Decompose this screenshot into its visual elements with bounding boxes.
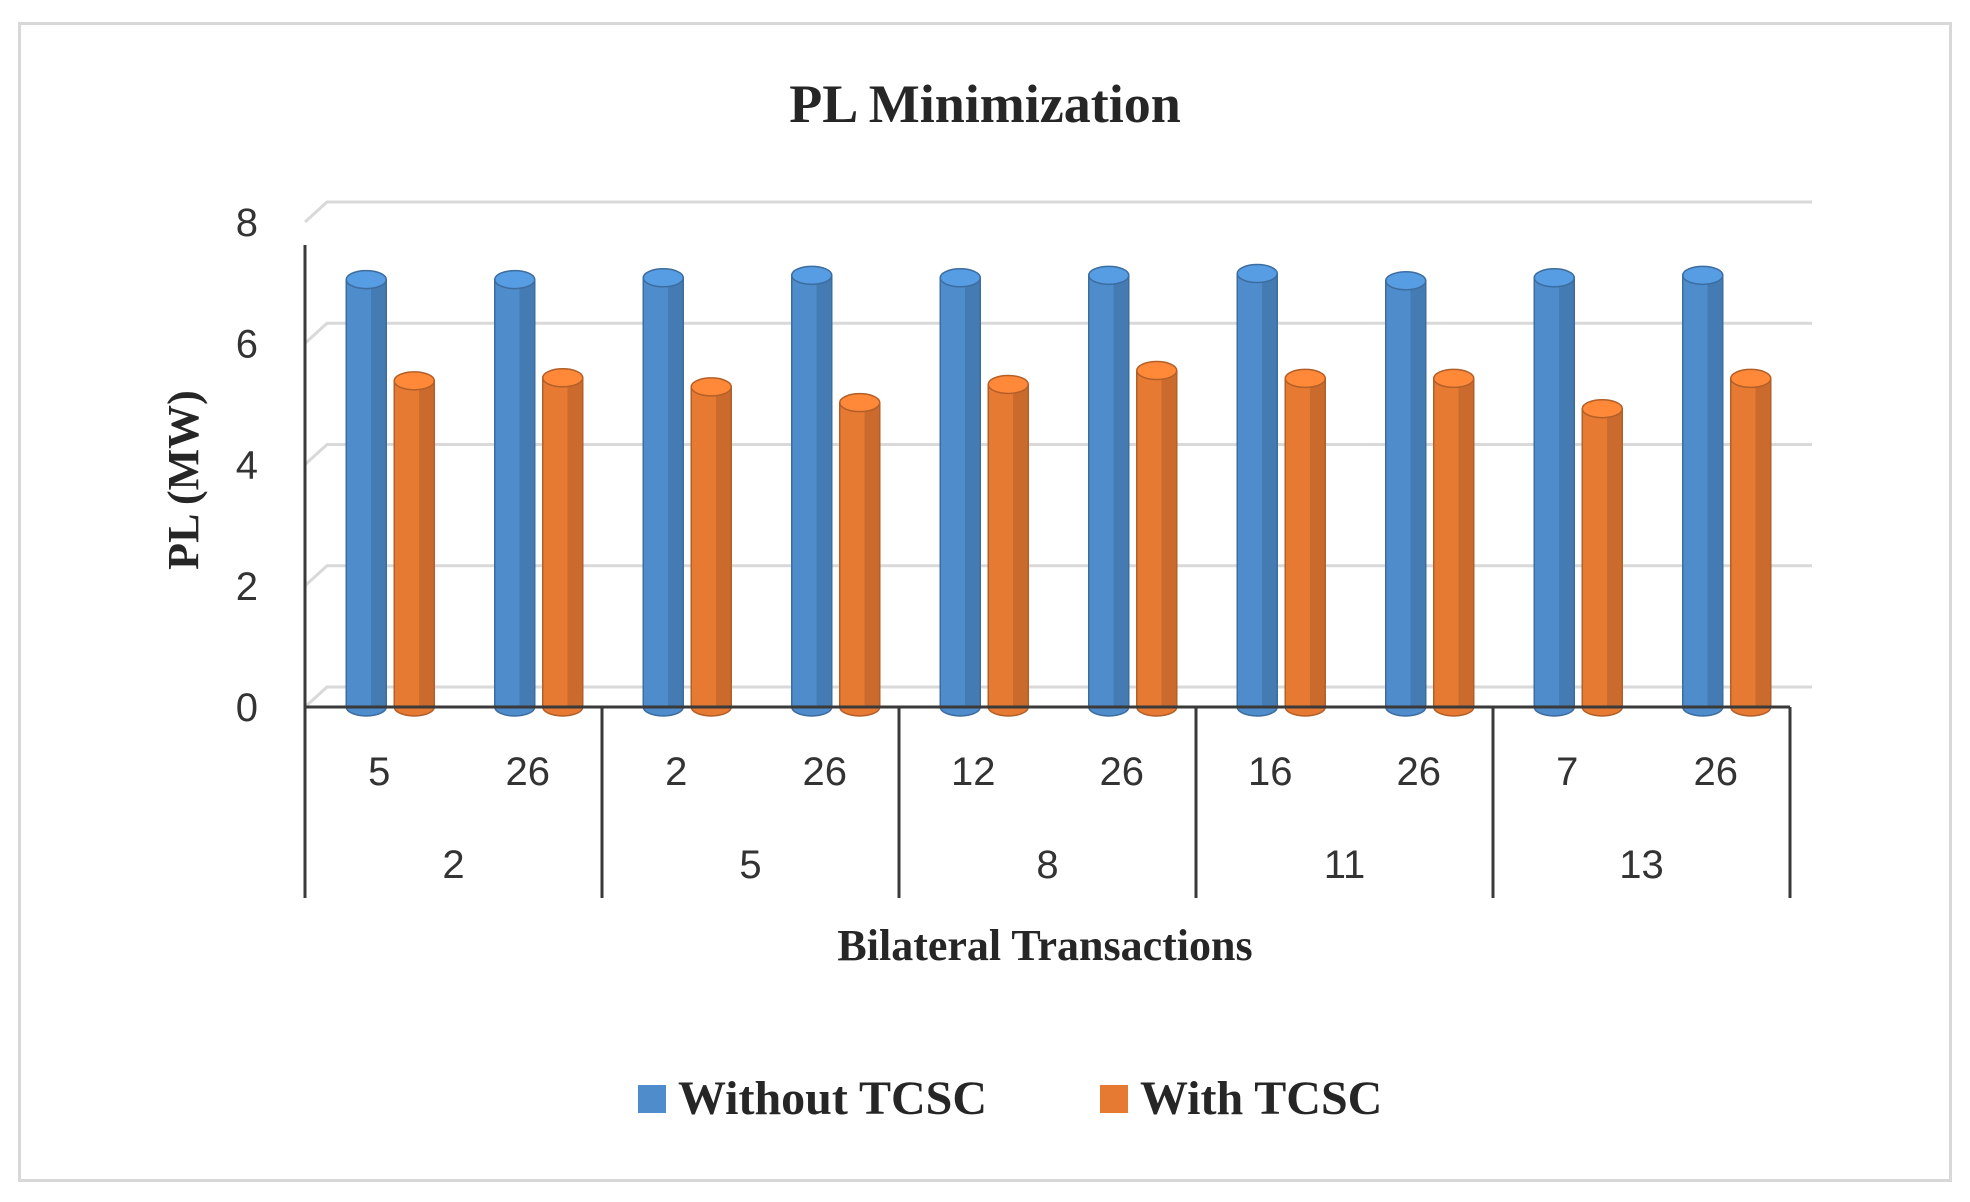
bar-shade: [816, 275, 832, 707]
x-category-label: 5: [368, 750, 390, 794]
legend-label: Without TCSC: [678, 1072, 987, 1125]
bar-shade: [1559, 277, 1575, 707]
x-group-label: 8: [1036, 843, 1058, 887]
legend-swatch: [638, 1085, 666, 1113]
bar: [345, 269, 387, 717]
chart-frame: [18, 22, 1952, 1182]
bar: [1433, 368, 1475, 717]
bar-shade: [1458, 378, 1474, 707]
x-axis-label: Bilateral Transactions: [837, 921, 1252, 970]
y-axis-label: PL (MW): [159, 390, 208, 570]
bar-shade: [419, 380, 435, 707]
bar: [1136, 360, 1178, 717]
bar-shade: [519, 279, 535, 707]
x-category-label: 16: [1248, 750, 1293, 794]
x-category-label: 26: [1100, 750, 1145, 794]
bar-top: [1533, 268, 1575, 288]
bar-top: [542, 368, 584, 388]
bar-top: [494, 269, 536, 290]
chart-title: PL Minimization: [789, 74, 1181, 134]
bar: [642, 268, 684, 717]
bar-top: [1385, 271, 1427, 291]
bar-top: [1284, 368, 1326, 389]
bar: [494, 269, 536, 717]
gridline: [303, 321, 1812, 345]
bar-shade: [1310, 378, 1326, 707]
bar-top: [939, 268, 981, 288]
bar-shade: [1161, 370, 1177, 707]
x-category-label: 2: [665, 750, 687, 794]
bar: [939, 268, 981, 717]
bar-shade: [1410, 280, 1426, 707]
bar: [987, 374, 1029, 717]
x-category-label: 26: [1694, 750, 1739, 794]
y-tick-label: 2: [236, 565, 258, 609]
x-category-label: 26: [803, 750, 848, 794]
bar: [839, 392, 881, 717]
bar-top: [345, 269, 387, 290]
bar-top: [690, 377, 732, 397]
bar-top: [642, 268, 684, 288]
x-group-label: 11: [1324, 843, 1366, 887]
y-tick-label: 0: [236, 686, 258, 730]
bar: [1533, 268, 1575, 717]
bar: [1385, 271, 1427, 717]
x-category-label: 26: [506, 750, 551, 794]
bar-shade: [965, 277, 981, 707]
bar-top: [791, 265, 833, 286]
legend-swatch: [1100, 1085, 1128, 1113]
bar-top: [839, 392, 881, 413]
bar-top: [1730, 368, 1772, 389]
bar: [791, 265, 833, 717]
x-category-label: 26: [1397, 750, 1442, 794]
bar-shade: [864, 402, 880, 707]
legend-label: With TCSC: [1140, 1072, 1382, 1125]
bar-top: [1581, 398, 1623, 419]
bar-top: [393, 371, 435, 391]
bar: [393, 371, 435, 717]
x-category-label: 7: [1556, 750, 1578, 794]
bar: [1682, 265, 1724, 717]
bar: [1088, 265, 1130, 717]
x-group-label: 13: [1619, 843, 1664, 887]
bar-top: [987, 374, 1029, 395]
bar-shade: [1113, 275, 1129, 707]
bar-shade: [1262, 273, 1278, 707]
axes: 0 2 4 6 8 5 26 2 26 12 26 16 26 7 26 2 5 8 11 13: [236, 201, 1792, 898]
legend: Without TCSC With TCSC: [638, 1072, 1382, 1125]
bar-shade: [716, 386, 732, 707]
y-tick-label: 4: [236, 444, 258, 488]
x-group-label: 2: [442, 843, 464, 887]
gridline: [303, 200, 1812, 224]
bar: [1284, 368, 1326, 717]
bar-top: [1136, 360, 1178, 381]
bar: [1581, 398, 1623, 717]
bar-top: [1236, 263, 1278, 284]
bar: [1730, 368, 1772, 717]
bar-shade: [668, 277, 684, 707]
bar-top: [1433, 368, 1475, 389]
bar-shade: [1013, 384, 1029, 707]
x-category-label: 12: [951, 750, 996, 794]
bar-shade: [1755, 378, 1771, 707]
bars: [345, 263, 1772, 717]
bar: [1236, 263, 1278, 717]
bar: [690, 377, 732, 717]
bar-top: [1682, 265, 1724, 286]
bar: [542, 368, 584, 717]
bar-shade: [1707, 275, 1723, 707]
y-tick-label: 8: [236, 201, 258, 245]
bar-shade: [371, 279, 387, 707]
bar-top: [1088, 265, 1130, 286]
y-tick-label: 6: [236, 322, 258, 366]
bar-shade: [567, 377, 583, 707]
x-group-label: 5: [739, 843, 761, 887]
bar-shade: [1607, 408, 1623, 707]
